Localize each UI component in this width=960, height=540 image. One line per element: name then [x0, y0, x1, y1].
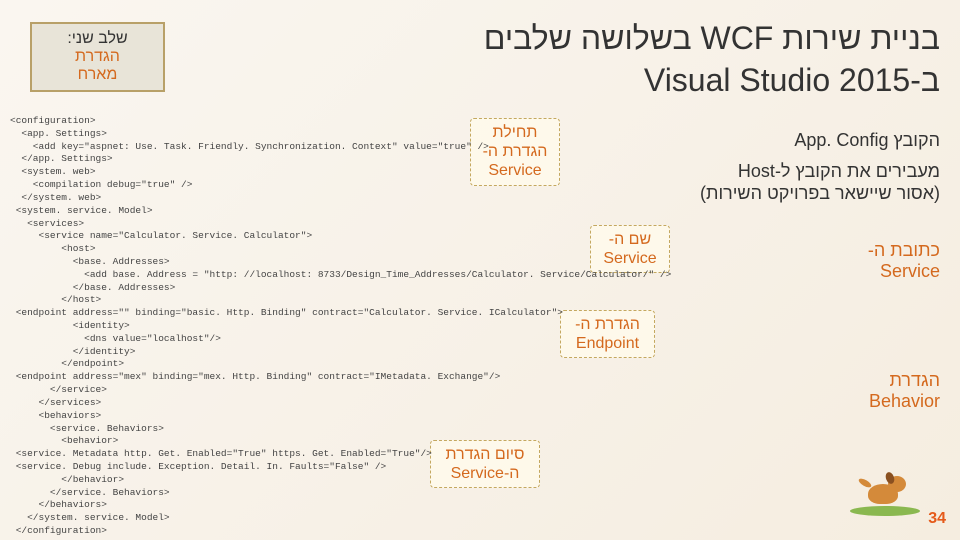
label-behavior-l1: הגדרת	[889, 370, 940, 390]
label-behavior: הגדרת Behavior	[869, 370, 940, 412]
label-behavior-l2: Behavior	[869, 391, 940, 411]
label-address-l2: Service	[880, 261, 940, 281]
label-host-l1: מעבירים את הקובץ ל-Host	[738, 161, 940, 181]
title-line1: בניית שירות WCF בשלושה שלבים	[484, 18, 940, 60]
side-labels: הקובץ App. Config מעבירים את הקובץ ל-Hos…	[700, 130, 940, 214]
title-line2: ב-Visual Studio 2015	[484, 60, 940, 102]
slide-title: בניית שירות WCF בשלושה שלבים ב-Visual St…	[484, 18, 940, 101]
label-appconfig: הקובץ App. Config	[700, 130, 940, 151]
dog-illustration	[862, 472, 910, 510]
label-host-l2: (אסור שיישאר בפרויקט השירות)	[700, 183, 940, 203]
stage-line2a: הגדרת	[42, 48, 153, 66]
label-address: כתובת ה- Service	[868, 240, 940, 282]
label-host: מעבירים את הקובץ ל-Host (אסור שיישאר בפר…	[700, 161, 940, 204]
stage-line2b: מארח	[42, 66, 153, 84]
config-code: <configuration> <app. Settings> <add key…	[10, 115, 730, 538]
label-address-l1: כתובת ה-	[868, 240, 940, 260]
page-number: 34	[928, 510, 946, 528]
stage-box: שלב שני: הגדרת מארח	[30, 22, 165, 92]
stage-line1: שלב שני:	[42, 30, 153, 48]
